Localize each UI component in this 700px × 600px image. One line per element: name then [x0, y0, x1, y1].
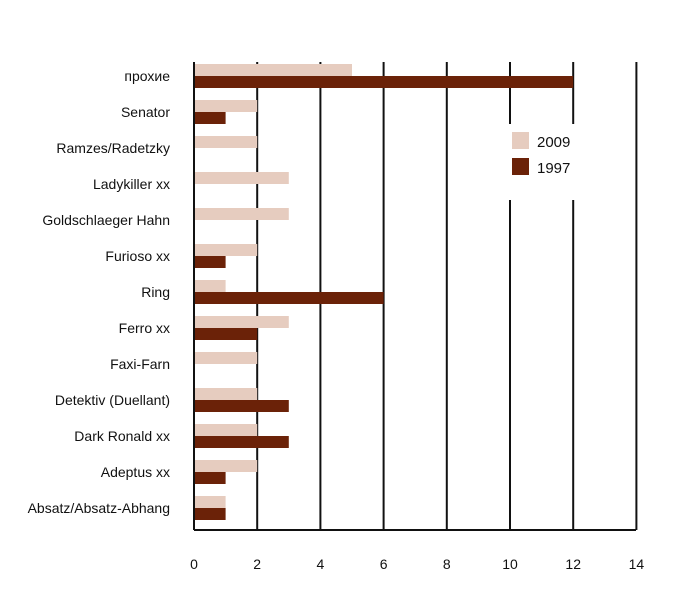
category-label: Ramzes/Radetzky — [56, 140, 170, 156]
bar-2009 — [194, 100, 258, 112]
bar-1997 — [194, 400, 289, 412]
bar-1997 — [194, 472, 226, 484]
category-labels: прохие Senator Ramzes/Radetzky Ladykiller x… — [28, 68, 171, 516]
x-tick-label: 14 — [629, 556, 645, 572]
bar-2009 — [194, 460, 258, 472]
x-tick-label: 12 — [565, 556, 581, 572]
bar-2009 — [194, 208, 289, 220]
x-tick-label: 6 — [380, 556, 388, 572]
category-label: Absatz/Absatz-Abhang — [28, 500, 170, 516]
legend-swatch-2009 — [512, 132, 529, 149]
legend-label-1997: 1997 — [537, 160, 570, 177]
category-label: Ferro xx — [119, 320, 170, 336]
x-tick-labels: 0 2 4 6 8 10 12 14 — [190, 556, 644, 572]
bar-2009 — [194, 352, 258, 364]
x-tick-label: 8 — [443, 556, 451, 572]
category-label: Furioso xx — [105, 248, 170, 264]
category-label: Dark Ronald xx — [74, 428, 170, 444]
x-tick-label: 10 — [502, 556, 518, 572]
category-label: Detektiv (Duellant) — [55, 392, 170, 408]
category-label: Ring — [141, 284, 170, 300]
bar-2009 — [194, 136, 258, 148]
bar-2009 — [194, 244, 258, 256]
bar-1997 — [194, 292, 384, 304]
category-label: Senator — [121, 104, 170, 120]
category-label: Goldschlaeger Hahn — [42, 212, 170, 228]
bar-2009 — [194, 424, 258, 436]
bar-1997 — [194, 112, 226, 124]
bars — [194, 64, 574, 520]
bar-2009 — [194, 172, 289, 184]
category-label: прохие — [124, 68, 170, 84]
bar-1997 — [194, 256, 226, 268]
category-label: Ladykiller xx — [93, 176, 170, 192]
x-tick-label: 2 — [253, 556, 261, 572]
x-tick-label: 0 — [190, 556, 198, 572]
legend: 2009 1997 — [504, 124, 584, 200]
bar-1997 — [194, 508, 226, 520]
legend-label-2009: 2009 — [537, 134, 570, 151]
bar-2009 — [194, 280, 226, 292]
x-tick-label: 4 — [317, 556, 325, 572]
category-label: Adeptus xx — [101, 464, 170, 480]
bar-2009 — [194, 388, 258, 400]
bar-2009 — [194, 316, 289, 328]
bar-2009 — [194, 496, 226, 508]
bar-1997 — [194, 76, 574, 88]
bar-1997 — [194, 436, 289, 448]
legend-swatch-1997 — [512, 158, 529, 175]
bar-1997 — [194, 328, 258, 340]
bar-2009 — [194, 64, 352, 76]
category-label: Faxi-Farn — [110, 356, 170, 372]
axes — [193, 62, 636, 531]
